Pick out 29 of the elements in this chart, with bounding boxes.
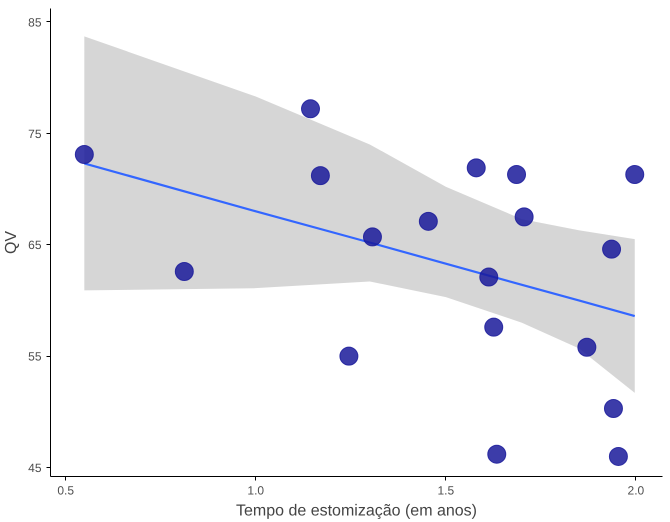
point <box>310 166 330 186</box>
point <box>625 165 644 184</box>
y-tick-label: 85 <box>28 15 42 30</box>
y-tick-label: 55 <box>28 350 42 364</box>
point <box>602 240 622 259</box>
x-tick-label: 1.5 <box>437 484 454 498</box>
point <box>608 446 628 466</box>
y-axis-title: QV <box>3 230 20 254</box>
point <box>466 158 486 178</box>
point <box>74 144 94 164</box>
point <box>301 99 320 118</box>
x-axis-title: Tempo de estomização (em anos) <box>236 502 477 520</box>
point <box>514 207 534 226</box>
x-tick-label: 1.0 <box>247 484 264 498</box>
point <box>418 212 438 231</box>
point <box>174 262 194 281</box>
point <box>479 268 498 287</box>
point <box>507 165 526 184</box>
point <box>487 444 506 464</box>
point <box>362 227 382 246</box>
y-tick-label: 65 <box>28 238 42 252</box>
y-tick-label: 75 <box>28 126 42 141</box>
point <box>604 399 623 418</box>
x-tick-label: 2.0 <box>628 484 645 498</box>
y-tick-label: 45 <box>28 461 42 476</box>
x-tick-label: 0.5 <box>57 484 74 498</box>
point <box>339 346 358 366</box>
point <box>577 338 596 357</box>
point <box>484 318 504 337</box>
